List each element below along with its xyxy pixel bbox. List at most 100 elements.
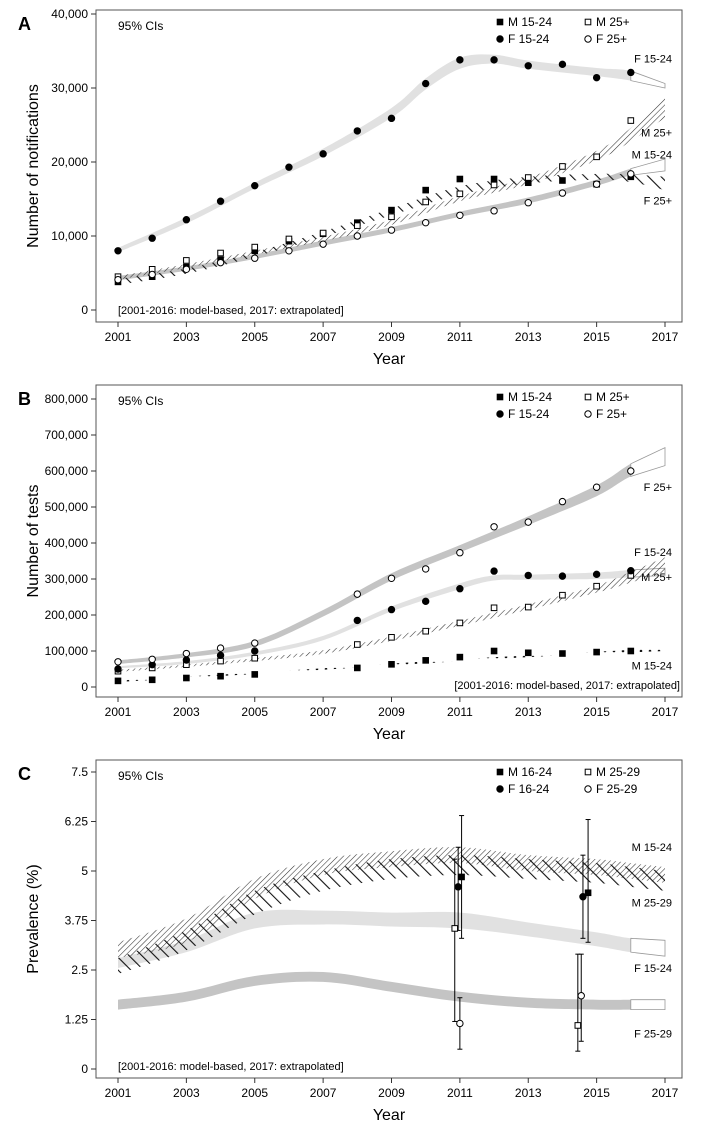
panel-letter: B (18, 389, 31, 409)
point-m25 (627, 117, 635, 124)
point-m1524 (114, 677, 122, 685)
x-tick-label: 2007 (310, 705, 337, 719)
point-f25 (387, 574, 396, 582)
point-m25 (593, 153, 600, 161)
point-f1524 (216, 651, 225, 660)
legend-label: M 15-24 (508, 15, 552, 29)
y-tick-label: 600,000 (45, 464, 89, 478)
legend-label: M 15-24 (508, 390, 552, 404)
y-tick-label: 500,000 (45, 500, 89, 514)
point-m25 (490, 604, 498, 612)
point-f25 (148, 655, 156, 663)
panel-letter: A (18, 14, 31, 34)
point-f25 (627, 170, 635, 178)
point-f25 (251, 639, 259, 647)
point-f25 (524, 518, 532, 526)
legend-marker (584, 18, 592, 26)
legend-marker (584, 410, 592, 418)
extrapolated-band-f1524 (630, 70, 666, 89)
y-tick-label: 6.25 (65, 815, 89, 829)
point-m25 (251, 654, 259, 662)
point-m25 (490, 181, 498, 189)
point-m25 (524, 603, 532, 611)
y-tick-label: 20,000 (51, 155, 88, 169)
point-m25 (183, 257, 190, 264)
y-axis-label: Number of notifications (25, 84, 42, 248)
point-m1524 (148, 676, 156, 684)
x-tick-label: 2007 (310, 330, 337, 344)
point-m25 (574, 1022, 582, 1029)
point-f25 (558, 189, 567, 197)
point-f25 (456, 1019, 464, 1028)
extrapolated-band-f25 (630, 999, 666, 1010)
legend-label: M 25+ (596, 390, 630, 404)
x-tick-label: 2013 (515, 330, 542, 344)
panel-a: A 95% CIs [2001-2016: model-based, 2017: e… (18, 7, 683, 368)
point-f1524 (456, 585, 464, 593)
x-tick-label: 2001 (105, 705, 132, 719)
point-f1524 (627, 567, 635, 575)
point-f1524 (524, 62, 532, 70)
y-tick-label: 2.5 (71, 963, 88, 977)
curve-label-f25: F 25-29 (634, 1028, 672, 1040)
point-f25 (387, 226, 396, 234)
curve-label-f1524: F 15-24 (634, 53, 672, 65)
point-f25 (558, 497, 567, 506)
legend-marker (496, 410, 504, 418)
point-m1524 (524, 649, 532, 657)
point-m1524 (559, 177, 566, 184)
x-tick-label: 2007 (310, 1086, 337, 1100)
x-axis-label: Year (373, 726, 406, 743)
x-tick-label: 2003 (173, 705, 200, 719)
point-f25 (577, 992, 585, 1000)
x-tick-label: 2009 (378, 1086, 405, 1100)
legend-marker (496, 785, 504, 793)
plot-frame (95, 759, 683, 1079)
plot-frame (95, 384, 683, 698)
ci-band-m1524 (118, 173, 665, 285)
point-m1524 (217, 672, 224, 680)
point-m1524 (593, 648, 600, 656)
x-tick-label: 2003 (173, 1086, 200, 1100)
point-m25 (456, 190, 464, 198)
point-m1524 (490, 175, 498, 183)
legend-label: F 25+ (596, 32, 627, 46)
point-f1524 (182, 656, 191, 664)
point-f1524 (490, 56, 498, 64)
x-tick-label: 2011 (447, 330, 473, 344)
x-tick-label: 2001 (105, 330, 132, 344)
point-m1524 (490, 647, 498, 655)
ci-band-f1524 (118, 568, 665, 669)
point-f1524 (353, 616, 362, 625)
legend-label: F 25+ (596, 407, 627, 421)
point-f1524 (251, 647, 259, 655)
curve-label-m25: M 25+ (641, 127, 672, 139)
point-f25 (353, 590, 362, 598)
y-tick-label: 800,000 (45, 392, 89, 406)
point-f25 (592, 180, 601, 188)
legend-marker (584, 35, 592, 43)
legend-label: F 16-24 (508, 782, 550, 796)
point-f25 (456, 211, 464, 219)
point-f25 (182, 265, 191, 273)
point-f25 (490, 523, 498, 531)
ci-label: 95% CIs (118, 769, 163, 783)
y-tick-label: 1.25 (65, 1013, 89, 1027)
curve-label-f25: F 25+ (644, 482, 672, 494)
point-m25 (388, 213, 395, 221)
point-m25 (524, 174, 532, 181)
panel-letter: C (18, 764, 31, 784)
point-f1524 (558, 572, 567, 580)
point-m1524 (627, 647, 635, 655)
curve-label-m25: M 25-29 (632, 898, 672, 910)
point-f25 (319, 240, 327, 248)
legend-marker (496, 35, 504, 43)
y-tick-label: 0 (81, 303, 88, 317)
point-f1524 (114, 665, 122, 673)
x-tick-label: 2015 (583, 1086, 610, 1100)
x-tick-label: 2013 (515, 705, 542, 719)
point-f25 (182, 649, 191, 658)
point-f1524 (353, 127, 362, 135)
point-f25 (627, 467, 635, 475)
